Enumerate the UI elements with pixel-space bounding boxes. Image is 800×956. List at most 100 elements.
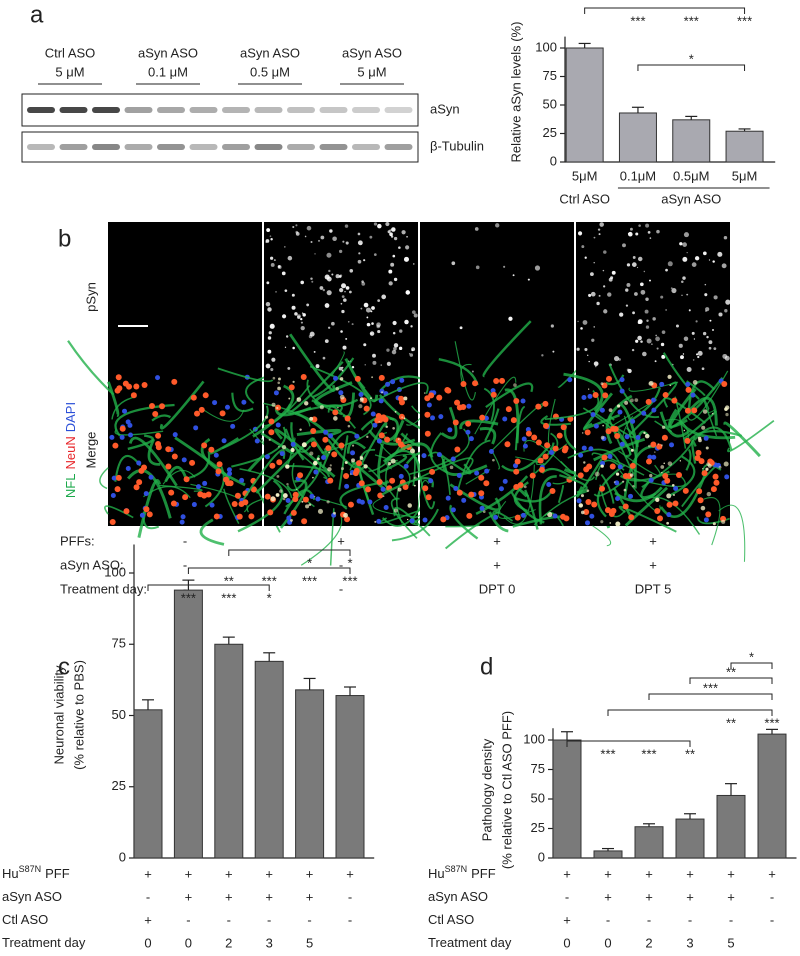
- psyn-speck: [721, 263, 727, 269]
- nucleus-dapi: [576, 498, 582, 504]
- nucleus-neun: [671, 397, 678, 404]
- nucleus-dapi: [181, 457, 187, 463]
- psyn-speck: [680, 355, 684, 359]
- psyn-speck: [523, 485, 527, 489]
- condition-value: +: [493, 533, 501, 548]
- significance-label: ***: [181, 590, 196, 605]
- neurite: [685, 449, 692, 471]
- psyn-speck: [644, 309, 649, 314]
- psyn-speck: [702, 251, 707, 256]
- nucleus-dapi: [502, 416, 508, 422]
- nucleus-dapi: [328, 433, 334, 439]
- nucleus-neun: [310, 441, 317, 448]
- psyn-speck: [266, 281, 270, 285]
- nucleus-dapi: [635, 434, 641, 440]
- nucleus-dapi: [502, 478, 508, 484]
- nucleus-neun: [698, 458, 705, 465]
- psyn-speck: [338, 249, 343, 254]
- nucleus-dapi: [380, 486, 386, 492]
- nucleus-dapi: [202, 480, 208, 486]
- nucleus-dapi: [376, 518, 382, 524]
- nucleus-dapi: [607, 453, 613, 459]
- neurite: [593, 437, 646, 462]
- psyn-speck: [267, 349, 272, 354]
- nucleus-dapi: [600, 460, 606, 466]
- condition-value: -: [183, 581, 187, 596]
- treatment-value: +: [768, 866, 776, 881]
- psyn-speck: [314, 253, 316, 255]
- neurite: [557, 485, 565, 504]
- psyn-speck: [661, 354, 666, 359]
- psyn-speck: [306, 225, 312, 231]
- neurite: [441, 458, 488, 476]
- nucleus-dapi: [630, 418, 636, 424]
- nucleus-neun: [365, 486, 372, 493]
- neurite: [503, 464, 535, 525]
- x-tick-label: 0.5μM: [673, 168, 709, 183]
- nucleus-neun: [378, 374, 385, 381]
- psyn-speck: [372, 360, 377, 365]
- psyn-speck: [474, 227, 479, 231]
- neurite: [440, 406, 458, 440]
- nucleus-neun: [114, 387, 121, 394]
- neurite: [540, 415, 571, 426]
- psyn-speck: [326, 290, 332, 296]
- psyn-speck: [626, 283, 631, 287]
- psyn-speck: [392, 254, 396, 258]
- psyn-speck: [617, 404, 621, 408]
- psyn-speck: [681, 280, 684, 283]
- nucleus-dapi: [522, 443, 528, 449]
- nucleus-dapi: [359, 499, 365, 505]
- nucleus-neun: [584, 429, 591, 436]
- neurite: [614, 486, 663, 503]
- blot-band: [319, 144, 348, 150]
- nucleus-dapi: [438, 414, 444, 420]
- psyn-speck: [363, 302, 369, 308]
- treatment-value: 5: [306, 935, 313, 950]
- neurite: [614, 427, 632, 458]
- nucleus-neun: [216, 461, 223, 468]
- psyn-speck: [273, 259, 276, 262]
- neurite: [707, 408, 716, 414]
- psyn-speck: [708, 346, 712, 350]
- nucleus-neun: [537, 457, 544, 464]
- nucleus-dapi: [456, 473, 462, 479]
- psyn-speck: [660, 295, 664, 299]
- neurite: [427, 451, 451, 495]
- significance-bracket: [689, 677, 773, 684]
- blot-band: [254, 107, 283, 113]
- psyn-speck: [322, 288, 325, 292]
- neurite: [524, 489, 539, 530]
- nucleus-dapi: [546, 481, 552, 487]
- treatment-value: -: [770, 912, 774, 927]
- psyn-speck: [615, 472, 620, 476]
- nucleus-neun: [710, 486, 717, 493]
- psyn-speck: [343, 512, 348, 518]
- treatment-value: +: [346, 866, 354, 881]
- psyn-speck: [281, 445, 287, 450]
- nucleus-neun: [544, 442, 551, 449]
- psyn-speck: [338, 275, 342, 278]
- psyn-speck: [267, 307, 272, 312]
- nucleus-dapi: [290, 441, 296, 447]
- nucleus-neun: [133, 383, 140, 390]
- psyn-speck: [634, 292, 638, 296]
- psyn-speck: [613, 481, 616, 484]
- nucleus-dapi: [148, 474, 154, 480]
- nucleus-dapi: [254, 438, 260, 444]
- psyn-speck: [667, 461, 673, 466]
- psyn-speck: [401, 416, 404, 419]
- neurite: [533, 490, 589, 526]
- psyn-speck: [550, 324, 554, 328]
- nucleus-neun: [331, 451, 338, 458]
- nucleus-neun: [452, 419, 459, 426]
- treatment-value: +: [604, 889, 612, 904]
- psyn-speck: [292, 380, 295, 383]
- nucleus-dapi: [647, 454, 653, 460]
- nucleus-neun: [130, 392, 137, 399]
- neurite: [300, 513, 343, 566]
- psyn-speck: [291, 305, 296, 310]
- psyn-speck: [603, 250, 607, 254]
- psyn-speck: [398, 346, 403, 351]
- significance-label: *: [267, 590, 272, 605]
